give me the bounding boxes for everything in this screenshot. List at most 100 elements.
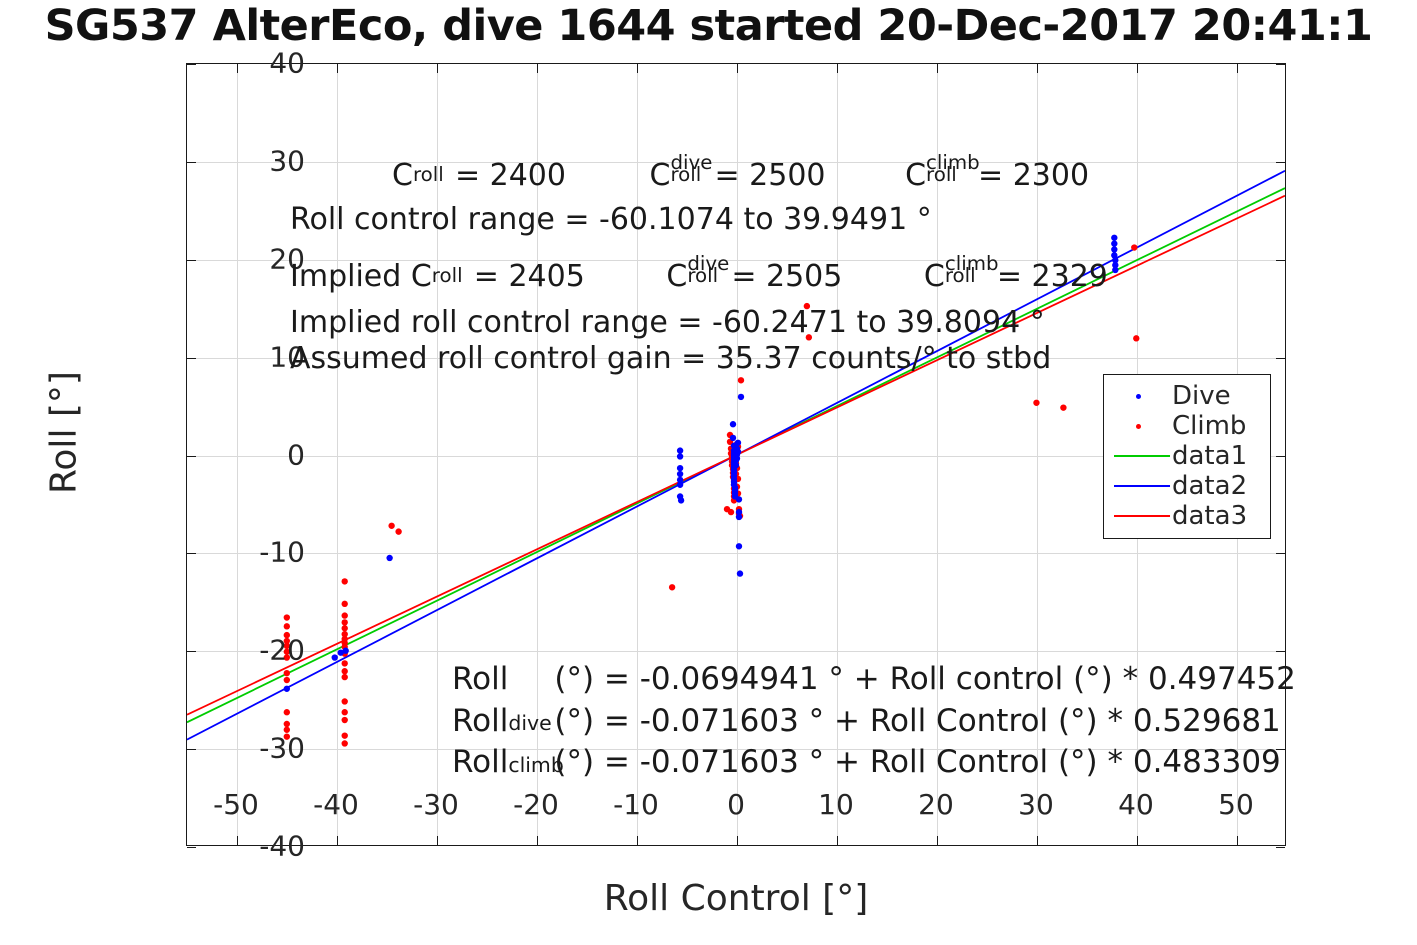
dive-point xyxy=(1111,252,1118,259)
climb-point xyxy=(1060,404,1067,411)
climb-point xyxy=(341,673,348,681)
climb-point xyxy=(341,709,348,716)
dive-point xyxy=(734,448,742,455)
y-tick xyxy=(1276,259,1285,261)
climb-point xyxy=(395,528,402,535)
x-tick xyxy=(437,64,438,73)
dive-point xyxy=(732,462,740,469)
legend-item-dive[interactable]: Dive xyxy=(1104,381,1270,411)
x-tick xyxy=(737,836,738,845)
climb-point xyxy=(668,584,676,591)
y-tick-label: 0 xyxy=(287,438,305,471)
x-tick-label: -50 xyxy=(213,788,259,821)
y-tick xyxy=(187,847,196,848)
climb-point xyxy=(1131,244,1138,251)
gridline-horizontal xyxy=(187,553,1285,555)
legend-item-data3[interactable]: data3 xyxy=(1104,501,1270,531)
page-title: SG537 AlterEco, dive 1644 started 20-Dec… xyxy=(0,0,1417,56)
gridline-vertical xyxy=(237,64,238,845)
gridline-horizontal xyxy=(187,357,1285,359)
dive-point xyxy=(1112,257,1119,264)
legend-line-icon xyxy=(1110,471,1172,501)
legend-item-label: data2 xyxy=(1172,471,1248,501)
x-tick xyxy=(337,64,338,73)
legend-item-data2[interactable]: data2 xyxy=(1104,471,1270,501)
y-tick xyxy=(187,651,196,653)
dive-point xyxy=(735,513,743,521)
dive-point xyxy=(737,393,745,401)
equation-roll-climb: Roll climb (°) = -0.071603 ° + Roll Contro… xyxy=(452,744,1281,781)
x-tick xyxy=(1037,64,1038,73)
x-tick xyxy=(1037,836,1038,845)
dive-point xyxy=(676,481,684,488)
x-tick-label: -10 xyxy=(613,788,659,821)
dive-point xyxy=(1112,261,1119,269)
y-tick-label: 20 xyxy=(269,242,305,276)
x-axis-label: Roll Control [°] xyxy=(603,878,869,919)
climb-point xyxy=(283,637,291,645)
x-tick-label: 10 xyxy=(818,788,854,821)
gridline-vertical xyxy=(537,64,538,845)
x-tick xyxy=(1237,64,1238,73)
gridline-horizontal xyxy=(187,161,1285,163)
dive-point xyxy=(733,455,741,462)
dive-point xyxy=(1111,240,1118,247)
x-tick xyxy=(437,836,438,845)
climb-point xyxy=(803,302,811,310)
x-tick xyxy=(337,836,338,845)
dive-point xyxy=(1111,246,1118,253)
climb-point xyxy=(283,654,291,661)
climb-point xyxy=(283,631,291,639)
y-tick xyxy=(1276,651,1285,653)
x-tick xyxy=(737,64,738,73)
climb-point xyxy=(737,377,745,384)
x-tick-label: -20 xyxy=(513,788,559,821)
legend-line-icon xyxy=(1110,441,1172,471)
climb-point xyxy=(727,508,735,516)
data-layer xyxy=(187,169,1285,747)
dive-point xyxy=(735,508,743,516)
gridline-vertical xyxy=(1037,64,1038,845)
dive-point xyxy=(283,685,291,692)
climb-point xyxy=(341,612,348,619)
equation-roll-dive: Roll dive (°) = -0.071603 ° + Roll Control… xyxy=(452,702,1281,739)
legend-item-data1[interactable]: data1 xyxy=(1104,441,1270,471)
climb-point xyxy=(283,669,291,677)
x-tick-label: 30 xyxy=(1018,788,1054,821)
dive-point xyxy=(337,649,344,656)
dive-point xyxy=(386,554,393,562)
climb-point xyxy=(805,334,813,341)
y-tick-label: 40 xyxy=(269,46,305,80)
gridline-vertical xyxy=(437,64,438,845)
dive-point xyxy=(676,453,684,460)
x-tick xyxy=(1137,836,1138,845)
y-tick-label: 10 xyxy=(269,340,305,374)
legend-item-label: data3 xyxy=(1172,501,1248,531)
dive-point xyxy=(677,497,685,504)
plot-area xyxy=(187,64,1285,845)
climb-point xyxy=(341,740,348,747)
x-tick-label: 20 xyxy=(918,788,954,821)
climb-point xyxy=(341,578,348,585)
line-swatch xyxy=(1114,455,1170,457)
dive-point xyxy=(676,447,684,454)
climb-point xyxy=(283,642,291,650)
dive-point xyxy=(736,570,744,577)
x-tick xyxy=(937,836,938,845)
y-tick xyxy=(1276,455,1285,457)
y-tick xyxy=(1276,357,1285,359)
dive-point xyxy=(734,439,742,446)
climb-point xyxy=(283,709,291,716)
legend-item-climb[interactable]: Climb xyxy=(1104,411,1270,441)
climb-point xyxy=(283,720,291,728)
annotation-roll-control-range: Roll control range = -60.1074 to 39.9491… xyxy=(290,202,932,237)
climb-point xyxy=(341,716,348,724)
y-tick xyxy=(187,259,196,261)
climb-point xyxy=(1133,335,1140,342)
climb-point xyxy=(283,648,291,655)
legend[interactable]: Dive Climb data1 data2 data3 xyxy=(1103,374,1271,539)
